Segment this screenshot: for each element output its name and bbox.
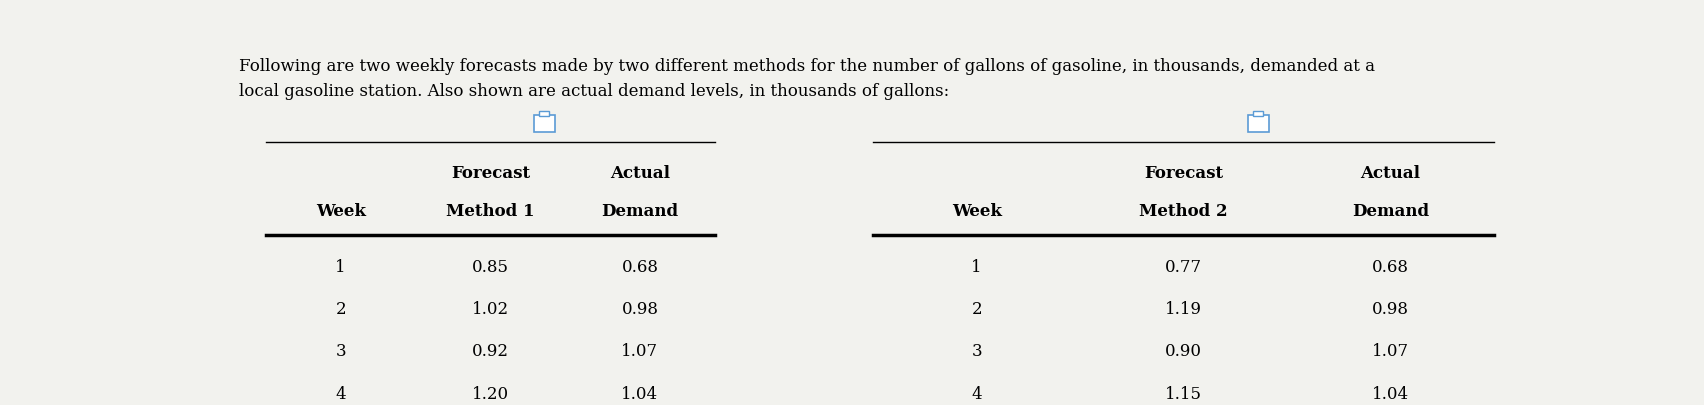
Text: 0.85: 0.85	[472, 258, 509, 275]
Text: 3: 3	[971, 343, 982, 360]
Bar	[533, 116, 556, 133]
Text: 3: 3	[336, 343, 346, 360]
Text: Actual: Actual	[610, 165, 670, 182]
Text: 2: 2	[971, 301, 982, 318]
Text: 4: 4	[336, 385, 346, 402]
Text: Week: Week	[315, 202, 366, 219]
Text: 1: 1	[336, 258, 346, 275]
Text: 0.68: 0.68	[1372, 258, 1409, 275]
Text: 0.68: 0.68	[622, 258, 658, 275]
Text: 0.98: 0.98	[622, 301, 658, 318]
Text: Method 2: Method 2	[1140, 202, 1229, 219]
Bar	[1252, 112, 1263, 117]
Text: 1.07: 1.07	[622, 343, 658, 360]
Bar	[538, 112, 549, 117]
Bar	[1247, 116, 1269, 133]
Text: Forecast: Forecast	[1143, 165, 1223, 182]
Text: 1.19: 1.19	[1166, 301, 1201, 318]
Text: 1.02: 1.02	[472, 301, 509, 318]
Text: 0.77: 0.77	[1166, 258, 1203, 275]
Text: 1.04: 1.04	[622, 385, 658, 402]
Text: 0.92: 0.92	[472, 343, 509, 360]
Text: 0.98: 0.98	[1372, 301, 1409, 318]
Text: 1.07: 1.07	[1372, 343, 1409, 360]
Text: Week: Week	[953, 202, 1002, 219]
Text: 1: 1	[971, 258, 982, 275]
Text: Actual: Actual	[1360, 165, 1421, 182]
Text: Following are two weekly forecasts made by two different methods for the number : Following are two weekly forecasts made …	[239, 58, 1375, 100]
Text: Demand: Demand	[602, 202, 678, 219]
Text: 4: 4	[971, 385, 982, 402]
Text: 2: 2	[336, 301, 346, 318]
Text: Method 1: Method 1	[446, 202, 535, 219]
Text: 1.04: 1.04	[1372, 385, 1409, 402]
Text: 0.90: 0.90	[1166, 343, 1201, 360]
Text: 1.15: 1.15	[1166, 385, 1201, 402]
Text: Demand: Demand	[1351, 202, 1430, 219]
Text: 1.20: 1.20	[472, 385, 509, 402]
Text: Forecast: Forecast	[452, 165, 530, 182]
